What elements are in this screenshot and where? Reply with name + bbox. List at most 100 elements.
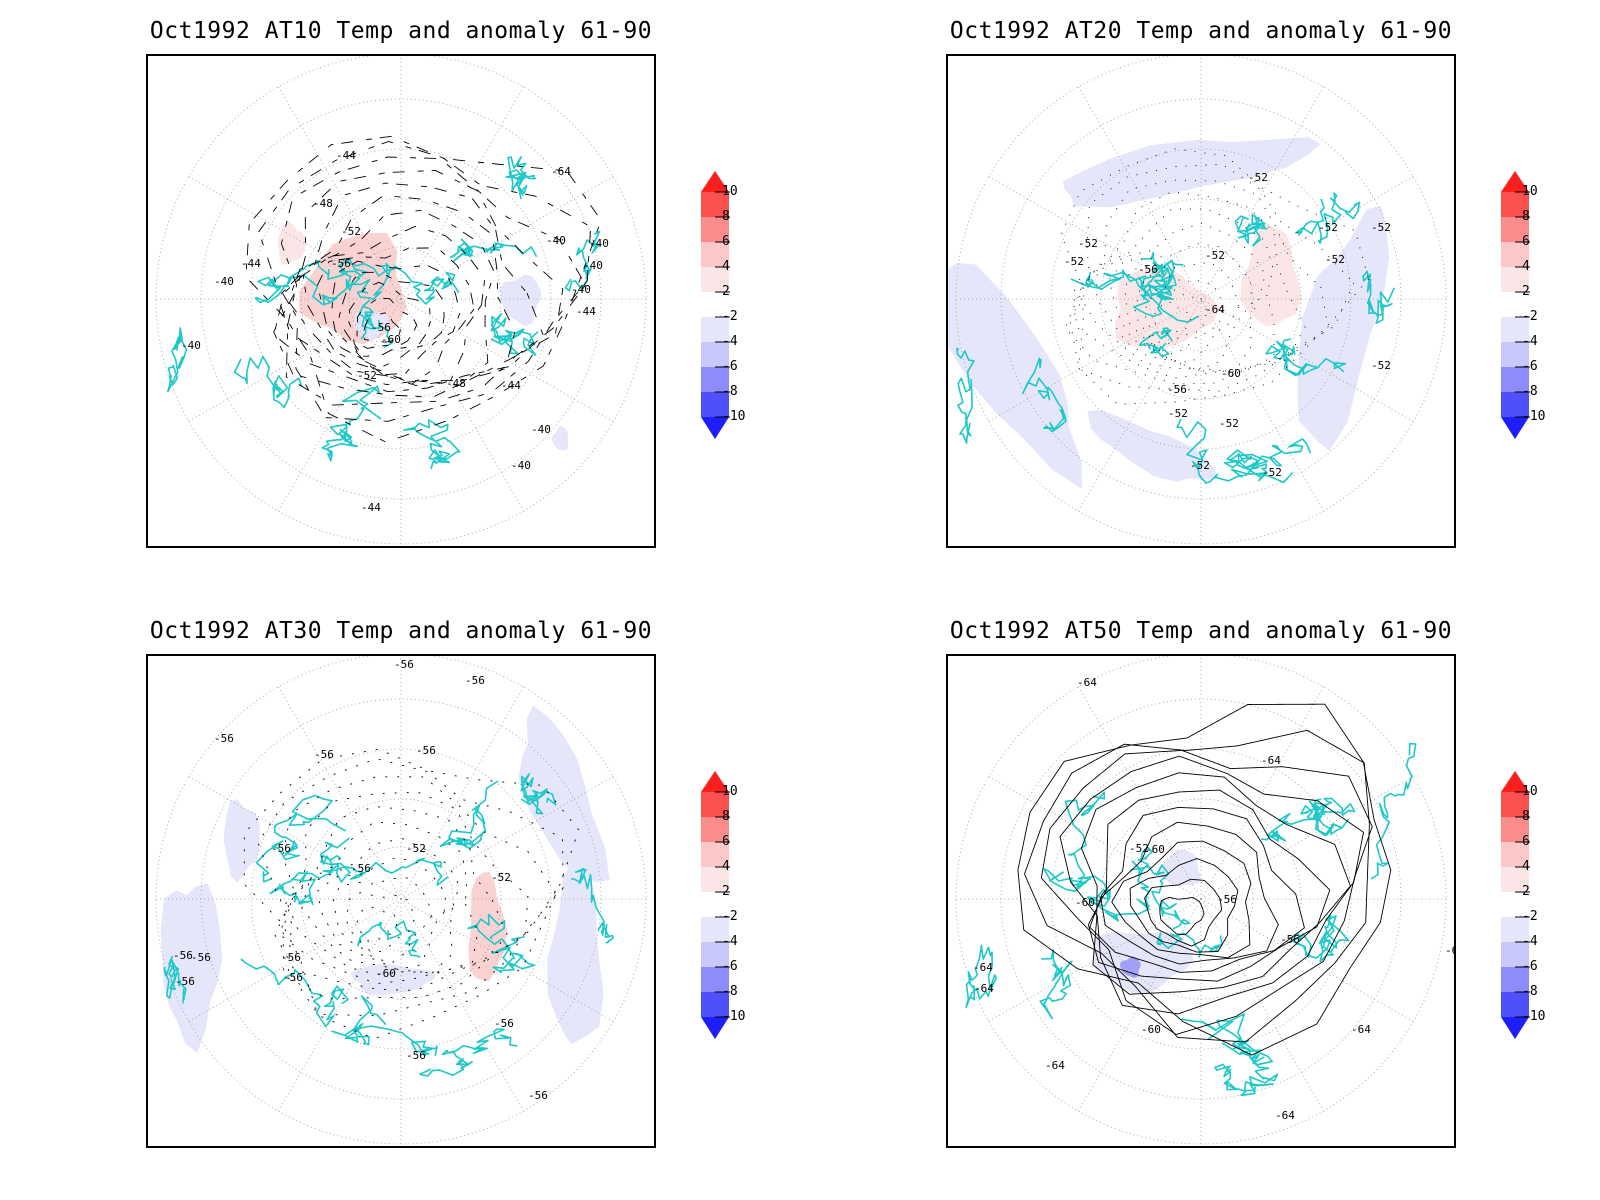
meridian-line <box>1200 298 1324 512</box>
meridian-line <box>400 298 524 512</box>
contour-line <box>1060 148 1370 405</box>
coastline <box>965 944 998 1009</box>
contour-label: -40 <box>583 259 603 272</box>
contour-label: -60 <box>1145 843 1165 856</box>
contour-label: -56 <box>281 951 301 964</box>
contour-label: -52 <box>1190 459 1210 472</box>
colorbar-segment <box>701 267 729 292</box>
colorbar-label: -10 <box>722 1009 746 1024</box>
meridian-line <box>988 898 1202 1022</box>
colorbar-label: -2 <box>722 309 738 324</box>
map-frame: -64 -64 -52 -60 -56 -60 -56 -60 -64 -64 -64 -64 -64-… <box>946 654 1456 1148</box>
contour-label: -40 <box>511 459 531 472</box>
map-frame: -56 -56 -56 -56 -56 -56 -52 -56 -52 -60 -56 -56 -56-… <box>146 654 656 1148</box>
panel-title: Oct1992 AT30 Temp and anomaly 61-90 <box>149 618 653 644</box>
anomaly-area <box>499 274 541 327</box>
coastline <box>1043 791 1106 892</box>
coastline <box>490 313 539 356</box>
contour-label: -52 <box>1219 417 1239 430</box>
colorbar-label: 6 <box>1522 234 1530 249</box>
contour-line <box>1040 749 1373 1035</box>
colorbar-segment <box>701 842 729 867</box>
colorbar-segment <box>1501 217 1529 242</box>
contour-label: -56 <box>191 951 211 964</box>
contour-labels: -64-64-52-60-56-60-56-60-64-64-64-64-64-… <box>973 676 1454 1122</box>
contour-label: -56 <box>465 674 485 687</box>
meridian-line <box>1200 898 1414 1022</box>
colorbar-label: -4 <box>722 334 738 349</box>
anomaly-area <box>518 705 610 883</box>
anomaly-shading <box>948 137 1390 489</box>
colorbar-label: -2 <box>1522 309 1538 324</box>
meridian-line <box>988 776 1202 900</box>
contour-labels: -52 -52 -52 -56 -52 -64 -60 -56 -52 -52 -52 -52 -52 -… <box>1064 171 1391 479</box>
anomaly-area <box>551 426 569 451</box>
anomaly-area <box>547 861 604 1045</box>
meridian-line <box>1200 298 1414 422</box>
contour-line <box>286 821 479 975</box>
contour-label: -40 <box>214 275 234 288</box>
contour-label: -52 <box>357 369 377 382</box>
colorbar-segment <box>1501 842 1529 867</box>
coastline <box>1022 357 1067 433</box>
contour-label: -64 <box>1351 1023 1371 1036</box>
contour-label: -52 <box>1371 221 1391 234</box>
contour-line <box>282 776 556 1000</box>
coastline <box>1039 948 1073 1020</box>
colorbar-label: 6 <box>722 834 730 849</box>
colorbar-max-arrow <box>701 771 729 792</box>
colorbar-graphic <box>1501 171 1530 439</box>
colorbar-label: 6 <box>722 234 730 249</box>
contour-label: -44 <box>501 379 521 392</box>
coastline <box>403 419 461 470</box>
coastline <box>1176 418 1294 484</box>
colorbar-label: -8 <box>722 984 738 999</box>
contour-labels: -44-48-52-56-60-64-40-44-40-44-48-52-56-… <box>181 149 609 514</box>
anomaly-area <box>948 259 1082 489</box>
colorbar-label: -2 <box>1522 909 1538 924</box>
contour-line <box>273 182 544 393</box>
coastline <box>570 867 614 944</box>
contour-label: -60 <box>376 967 396 980</box>
contour-line <box>1078 208 1275 374</box>
panel-at20: Oct1992 AT20 Temp and anomaly 61-90 -52-… <box>800 0 1600 600</box>
coastline <box>1156 932 1223 958</box>
coastline <box>331 995 438 1057</box>
coastline <box>449 238 538 263</box>
contour-label: -60 <box>1141 1023 1161 1036</box>
coastline <box>1290 914 1350 963</box>
contour-label: -52 <box>491 871 511 884</box>
contour-label: -64 <box>1445 944 1454 957</box>
contour-label: -52 <box>1064 255 1084 268</box>
contour-label: -64 <box>974 982 994 995</box>
colorbar-segment <box>1501 242 1529 267</box>
temperature-contours <box>243 748 580 1040</box>
contour-label: -52 <box>341 225 361 238</box>
colorbar-segment <box>1501 867 1529 892</box>
colorbar-segment <box>701 792 729 817</box>
colorbar-graphic <box>701 171 730 439</box>
colorbar: 10 8 6 4 2 -2 -4 -6 -8 -10 <box>700 770 770 1060</box>
contour-label: -52 <box>406 842 426 855</box>
graticule <box>955 656 1447 1145</box>
meridian-line <box>400 686 524 900</box>
colorbar-segment <box>701 892 729 917</box>
colorbar-segment <box>701 242 729 267</box>
colorbar-label: 8 <box>1522 209 1530 224</box>
contour-label: -52 <box>1318 221 1338 234</box>
contour-label: -56 <box>351 862 371 875</box>
coastline <box>357 920 421 959</box>
panel-at50: Oct1992 AT50 Temp and anomaly 61-90 -64-… <box>800 600 1600 1200</box>
colorbar-segment <box>1501 392 1529 417</box>
contour-line <box>1059 755 1364 1015</box>
colorbar-segment <box>701 217 729 242</box>
contour-line <box>1134 273 1223 355</box>
graticule <box>155 56 647 545</box>
anomaly-shading <box>278 221 569 451</box>
colorbar-segment <box>1501 892 1529 917</box>
latitude-circle <box>1050 748 1352 1050</box>
contour-line <box>273 170 564 398</box>
contour-label: -64 <box>1205 303 1225 316</box>
contour-label: -56 <box>271 842 291 855</box>
meridian-line <box>278 86 402 300</box>
